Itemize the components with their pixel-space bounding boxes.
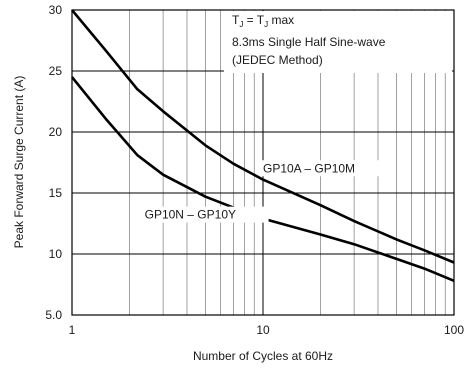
y-tick-label: 15 — [49, 186, 63, 200]
annotation-condition-line2: 8.3ms Single Half Sine-wave — [232, 35, 386, 49]
x-tick-label: 10 — [256, 323, 270, 337]
series-line-0 — [71, 9, 455, 264]
x-axis-label: Number of Cycles at 60Hz — [193, 349, 333, 363]
y-tick-label: 5.0 — [45, 308, 62, 322]
y-tick-label: 30 — [49, 3, 63, 17]
x-tick-label: 100 — [444, 323, 464, 337]
y-tick-label: 20 — [49, 125, 63, 139]
y-axis-label: Peak Forward Surge Current (A) — [12, 76, 26, 249]
y-tick-label: 10 — [49, 247, 63, 261]
series-label-background — [261, 160, 387, 177]
x-tick-labels: 1 10 100 — [69, 323, 465, 337]
x-tick-label: 1 — [69, 323, 76, 337]
annotation-background — [224, 11, 452, 73]
plot-frame — [71, 9, 455, 316]
y-tick-labels: 5.0 10 15 20 25 30 — [45, 3, 62, 322]
series-label-1: GP10N – GP10Y — [145, 208, 236, 222]
series-label-0: GP10A – GP10M — [263, 161, 355, 175]
series-label-background — [142, 206, 269, 223]
y-tick-label: 25 — [49, 64, 63, 78]
annotation-condition-line1: TJ = TJ max — [232, 13, 294, 29]
series-labels: GP10A – GP10M GP10N – GP10Y — [142, 160, 387, 223]
annotation-condition-line3: (JEDEC Method) — [232, 53, 323, 67]
